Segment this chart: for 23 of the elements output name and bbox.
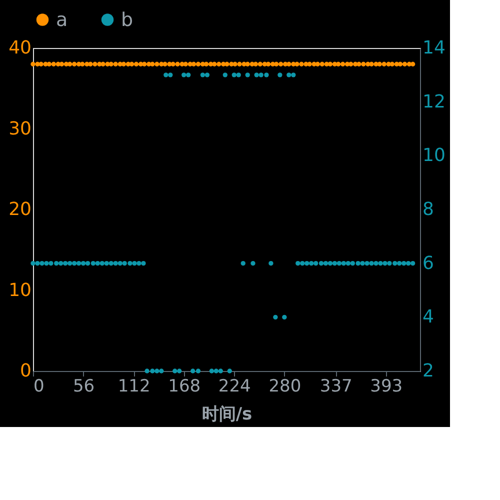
y2-tick-label: 8	[422, 199, 434, 220]
x-axis-title: 时间/s	[202, 404, 252, 424]
y-tick-label: 40	[8, 38, 32, 58]
x-tick-label: 224	[218, 376, 251, 396]
legend-label: b	[121, 8, 134, 31]
x-tick-label: 393	[370, 376, 403, 396]
y2-tick-label: 4	[422, 306, 434, 328]
legend-label: a	[56, 8, 68, 31]
y2-tick-label: 10	[422, 145, 446, 166]
y2-tick-label: 14	[422, 38, 446, 58]
x-tick-label: 168	[168, 376, 201, 396]
y-tick-label: 20	[8, 199, 32, 220]
x-tick-label: 0	[34, 376, 44, 396]
y2-tick-label: 12	[422, 91, 446, 112]
x-tick-label: 112	[118, 376, 150, 396]
x-tick-label: 337	[320, 376, 352, 396]
x-tick-label: 280	[268, 376, 302, 396]
y-tick-label: 0	[20, 360, 32, 382]
y2-tick-label: 6	[422, 252, 434, 274]
y-tick-label: 30	[8, 118, 32, 140]
x-tick-label: 56	[72, 376, 95, 396]
y-tick-label: 10	[8, 280, 32, 301]
y2-tick-label: 2	[422, 360, 434, 382]
